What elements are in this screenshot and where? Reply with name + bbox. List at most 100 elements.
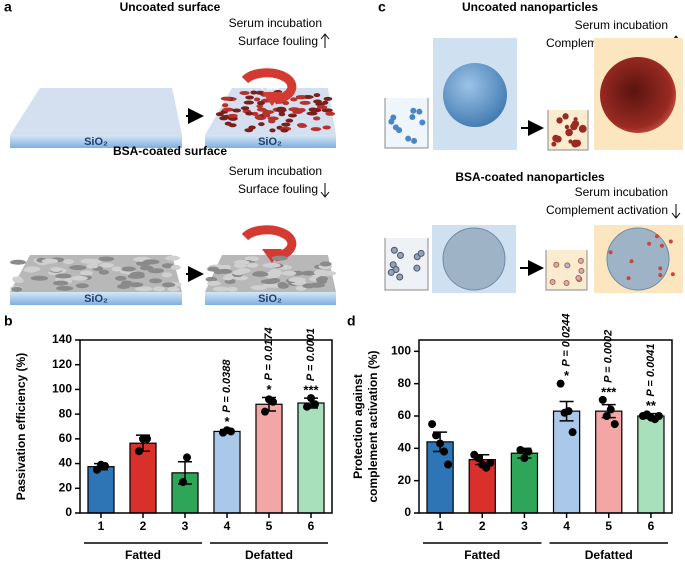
bar: [595, 410, 623, 514]
particle: [387, 268, 395, 276]
fbs-label: FBS: [261, 81, 279, 91]
bsa-protein: [161, 263, 174, 269]
bar: [129, 442, 157, 514]
particle: [409, 114, 416, 121]
protein: [297, 123, 308, 128]
particle: [564, 262, 571, 269]
bsa-protein: [269, 268, 282, 274]
fbs-arrowhead: [262, 249, 282, 263]
bsa-protein: [55, 273, 72, 279]
particle: [575, 274, 582, 281]
slab: [10, 135, 182, 148]
bar: [87, 466, 115, 514]
panel-title: BSA-coated surface: [113, 144, 227, 158]
bsa-protein: [80, 258, 97, 264]
bsa-protein: [88, 263, 99, 269]
data-point: [440, 447, 449, 456]
y-tick-label: 80: [59, 406, 73, 420]
y-axis-label: Protection against: [351, 374, 365, 479]
data-point: [432, 431, 441, 440]
bsa-protein: [250, 285, 268, 291]
protein: [269, 128, 276, 133]
x-tick-label: 1: [437, 519, 444, 533]
data-point: [444, 460, 453, 469]
protein: [254, 115, 263, 120]
particle: [563, 280, 570, 287]
data-point: [183, 453, 191, 462]
protein: [280, 128, 289, 133]
bar: [213, 430, 241, 514]
protein: [258, 122, 265, 127]
protein: [321, 108, 333, 113]
data-point: [598, 395, 607, 404]
bsa-protein: [80, 270, 94, 276]
bar: [426, 441, 454, 514]
panel-letter: c: [378, 0, 386, 15]
x-tick-label: 4: [563, 519, 570, 533]
substrate-label: SiO₂: [258, 293, 282, 305]
coated-nanoparticle: [606, 227, 670, 291]
bsa-protein: [153, 286, 165, 292]
particle: [565, 128, 573, 137]
y-tick-label: 40: [398, 440, 412, 454]
bsa-protein: [207, 280, 221, 286]
bsa-protein: [319, 261, 332, 267]
bsa-protein: [99, 262, 114, 268]
particle: [396, 273, 404, 281]
bsa-protein: [56, 285, 74, 291]
protein: [668, 239, 673, 244]
fouled-nanoparticle: [600, 57, 676, 133]
protein: [256, 107, 267, 112]
data-point: [516, 445, 525, 454]
bar: [468, 459, 496, 514]
data-point: [436, 439, 445, 448]
p-value: P = 0.0002: [603, 330, 615, 383]
bar: [255, 403, 283, 514]
panel-letter: b: [4, 313, 13, 329]
y-tick-label: 0: [404, 505, 411, 519]
panel-title: Uncoated nanoparticles: [462, 0, 598, 14]
protein: [290, 97, 298, 102]
panel-title: Uncoated surface: [120, 0, 221, 14]
data-point: [568, 428, 577, 437]
x-tick-label: 2: [479, 519, 486, 533]
data-point: [101, 462, 109, 471]
y-tick-label: 40: [59, 456, 73, 470]
slab: [205, 135, 336, 148]
particle: [411, 137, 418, 144]
bsa-protein: [142, 259, 160, 265]
bsa-protein: [207, 266, 220, 272]
protein: [222, 107, 234, 112]
slab: [10, 292, 182, 305]
bsa-protein: [11, 286, 23, 292]
data-point: [654, 411, 663, 420]
panel-a: a Uncoated surface Serum incubation Surf…: [4, 0, 337, 305]
bsa-protein: [244, 256, 260, 262]
protein: [251, 111, 259, 116]
bsa-protein: [25, 266, 41, 272]
data-point: [524, 447, 533, 456]
effect: Surface fouling: [238, 34, 318, 48]
condition: Serum incubation: [229, 164, 322, 178]
group-label: Defatted: [585, 548, 633, 562]
protein: [312, 116, 321, 121]
data-point: [520, 454, 529, 463]
data-point: [556, 379, 565, 388]
x-tick-label: 5: [266, 519, 273, 533]
y-tick-label: 20: [59, 480, 73, 494]
protein: [316, 105, 328, 110]
y-tick-label: 140: [52, 332, 72, 346]
bsa-protein: [252, 271, 267, 277]
protein: [239, 90, 250, 95]
protein: [255, 90, 265, 95]
y-tick-label: 60: [59, 431, 73, 445]
x-tick-label: 3: [182, 519, 189, 533]
particle: [388, 118, 395, 125]
panel-letter: a: [4, 0, 12, 15]
p-value: P = 0.0041: [645, 343, 657, 396]
data-point: [303, 402, 311, 411]
y-tick-label: 100: [391, 343, 411, 357]
protein: [288, 113, 297, 118]
